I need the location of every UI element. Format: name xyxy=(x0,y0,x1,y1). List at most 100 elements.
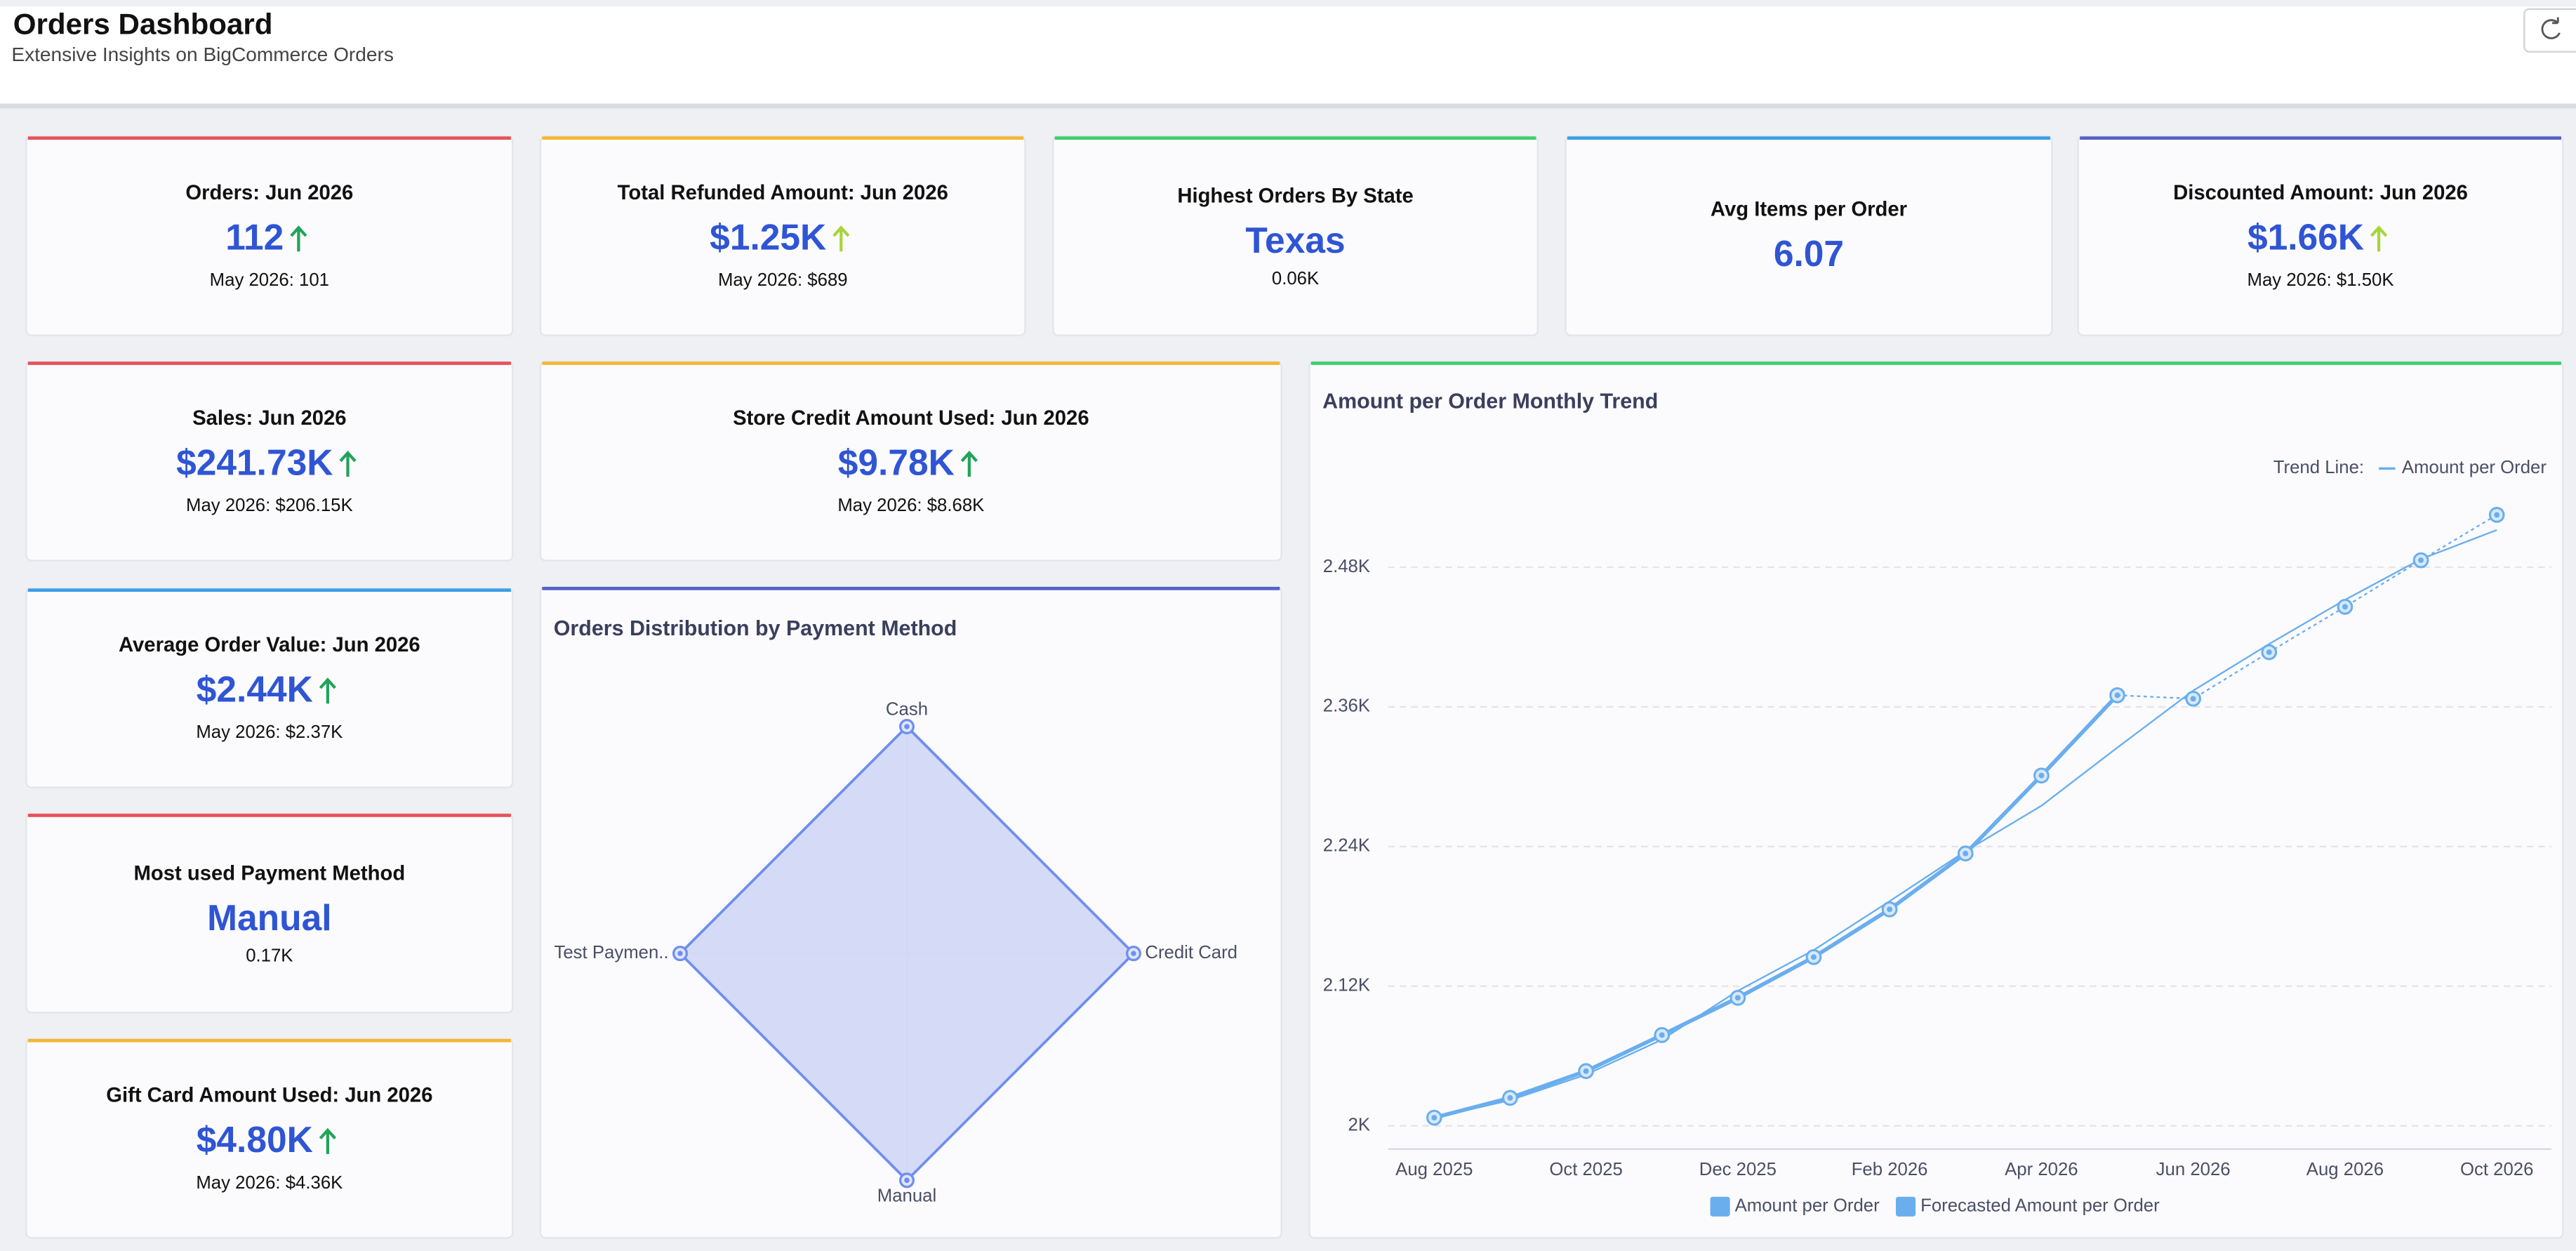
kpi-value: Manual xyxy=(207,897,331,938)
card xyxy=(1308,360,2564,1239)
kpi-detail: 0.17K xyxy=(246,946,293,966)
x-tick-label: Apr 2026 xyxy=(2005,1160,2078,1179)
card-accent xyxy=(27,362,511,365)
kpi-value: Texas xyxy=(1245,220,1345,260)
data-point-dot xyxy=(2494,512,2500,518)
data-point-dot xyxy=(1431,1115,1438,1121)
kpi-comparison: May 2026: 101 xyxy=(210,270,329,290)
kpi-comparison: May 2026: $206.15K xyxy=(186,496,353,515)
x-tick-label: Aug 2025 xyxy=(1395,1160,1473,1179)
page-subtitle: Extensive Insights on BigCommerce Orders xyxy=(11,44,393,65)
legend-label: Amount per Order xyxy=(1735,1196,1880,1216)
kpi-comparison: May 2026: $8.68K xyxy=(837,496,984,515)
kpi-title: Highest Orders By State xyxy=(1177,185,1413,208)
x-tick-label: Feb 2026 xyxy=(1852,1160,1928,1179)
data-point-dot xyxy=(2418,557,2424,564)
card-accent xyxy=(1310,362,2561,365)
x-tick-label: Jun 2026 xyxy=(2156,1160,2231,1179)
y-tick-label: 2.36K xyxy=(1323,696,1370,716)
refresh-icon[interactable] xyxy=(2541,17,2561,39)
kpi-value: $1.25K xyxy=(710,216,826,257)
radar-label: Manual xyxy=(877,1186,936,1206)
header-shadow xyxy=(0,103,2576,109)
kpi-value: $2.44K xyxy=(197,668,313,709)
kpi-title: Sales: Jun 2026 xyxy=(192,407,346,430)
card-accent xyxy=(542,136,1024,140)
radar-point-dot xyxy=(1131,951,1136,956)
legend-label: Forecasted Amount per Order xyxy=(1920,1196,2160,1216)
radar-point-dot xyxy=(677,951,683,956)
chart-title: Amount per Order Monthly Trend xyxy=(1322,390,1658,413)
trend-legend-name: Amount per Order xyxy=(2402,458,2547,477)
trend-arrow xyxy=(2370,225,2388,252)
data-point-dot xyxy=(1507,1094,1513,1101)
kpi-detail: 0.06K xyxy=(1272,269,1319,289)
card-accent xyxy=(542,362,1280,365)
radar-label: Cash xyxy=(886,699,928,719)
data-point-dot xyxy=(1734,995,1741,1001)
card-accent xyxy=(27,1038,511,1042)
card-accent xyxy=(1054,136,1536,140)
card-accent xyxy=(27,588,511,592)
refresh-button[interactable] xyxy=(2523,8,2576,53)
kpi-value: $241.73K xyxy=(176,442,333,482)
kpi-comparison: May 2026: $2.37K xyxy=(196,722,343,742)
trend-arrow xyxy=(832,225,850,252)
card-accent xyxy=(2080,136,2561,140)
chart-title: Orders Distribution by Payment Method xyxy=(554,616,957,640)
kpi-comparison: May 2026: $689 xyxy=(718,270,848,290)
kpi-title: Total Refunded Amount: Jun 2026 xyxy=(618,182,948,204)
kpi-value: 6.07 xyxy=(1774,233,1844,274)
kpi-value: 112 xyxy=(225,216,284,257)
data-point-dot xyxy=(2266,649,2272,655)
kpi-value: $9.78K xyxy=(838,442,955,482)
data-point-dot xyxy=(1963,850,1969,856)
trend-arrow xyxy=(290,225,307,252)
card-accent xyxy=(27,136,511,140)
y-tick-label: 2.48K xyxy=(1323,557,1370,576)
kpi-comparison: May 2026: $4.36K xyxy=(196,1173,343,1193)
card-accent xyxy=(542,586,1280,590)
trend-arrow xyxy=(319,677,336,704)
data-point-dot xyxy=(1811,954,1817,960)
kpi-title: Discounted Amount: Jun 2026 xyxy=(2173,182,2468,204)
y-tick-label: 2.12K xyxy=(1323,976,1370,995)
kpi-comparison: May 2026: $1.50K xyxy=(2248,270,2394,290)
radar-label: Credit Card xyxy=(1145,943,1237,962)
card-accent xyxy=(1567,136,2051,140)
refresh-frame[interactable] xyxy=(2523,8,2576,53)
kpi-title: Most used Payment Method xyxy=(133,862,405,885)
x-tick-label: Oct 2026 xyxy=(2460,1160,2533,1179)
kpi-title: Store Credit Amount Used: Jun 2026 xyxy=(733,407,1089,430)
page-title: Orders Dashboard xyxy=(13,8,273,41)
radar-label: Test Paymen.. xyxy=(554,943,668,962)
y-tick-label: 2.24K xyxy=(1323,836,1370,856)
legend-swatch xyxy=(1710,1196,1730,1217)
radar-point-dot xyxy=(904,1177,910,1184)
kpi-title: Orders: Jun 2026 xyxy=(185,182,353,204)
kpi-title: Avg Items per Order xyxy=(1711,198,1907,220)
data-point-dot xyxy=(1583,1068,1589,1074)
trend-legend-label: Trend Line: xyxy=(2273,458,2364,477)
data-point-dot xyxy=(2342,604,2348,610)
y-tick-label: 2K xyxy=(1348,1115,1370,1134)
data-point-dot xyxy=(1659,1032,1665,1038)
forecast-line xyxy=(2117,514,2497,700)
x-tick-label: Oct 2025 xyxy=(1549,1160,1622,1179)
kpi-value: $4.80K xyxy=(197,1119,313,1160)
x-tick-label: Aug 2026 xyxy=(2306,1160,2384,1179)
radar-point-dot xyxy=(904,724,910,729)
kpi-value: $1.66K xyxy=(2248,216,2364,257)
legend-swatch xyxy=(1896,1196,1916,1217)
header-bar xyxy=(0,6,2576,105)
x-tick-label: Dec 2025 xyxy=(1699,1160,1777,1179)
data-point-dot xyxy=(1887,906,1893,913)
data-point-dot xyxy=(2038,772,2045,779)
trend-arrow xyxy=(319,1127,336,1154)
kpi-title: Gift Card Amount Used: Jun 2026 xyxy=(106,1085,432,1107)
card-accent xyxy=(27,814,511,817)
series-line xyxy=(1433,694,2119,1120)
trend-arrow xyxy=(960,450,978,477)
